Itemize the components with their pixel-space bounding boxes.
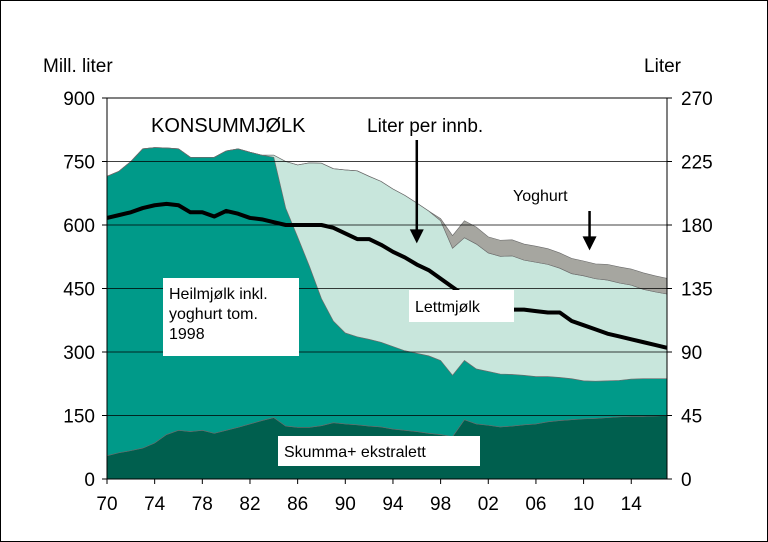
x-tick-label: 06 (525, 494, 546, 515)
x-tick-label: 78 (192, 494, 213, 515)
heilmjolk-label: Heilmjølk inkl. yoghurt tom. 1998 (169, 286, 272, 343)
left-tick-label: 750 (63, 153, 95, 174)
skumma-label: Skumma+ ekstralett (284, 444, 426, 461)
x-axis: 70 74 78 82 86 90 94 98 02 06 10 14 (96, 479, 642, 515)
right-tick-label: 180 (681, 216, 713, 237)
per-capita-label: Liter per innb. (367, 116, 483, 137)
x-tick-label: 94 (382, 494, 404, 515)
chart-title: KONSUMMJØLK (151, 115, 306, 137)
lettmjolk-label-box (409, 290, 514, 322)
x-tick-label: 70 (96, 494, 117, 515)
heilmjolk-label-line-2: yoghurt tom. (169, 306, 258, 323)
per-capita-line-group (106, 201, 668, 350)
lettmjolk-label: Lettmjølk (415, 299, 481, 316)
left-tick-label: 450 (63, 280, 95, 301)
x-tick-label: 14 (621, 494, 643, 515)
right-tick-label: 270 (681, 89, 713, 110)
skumma-label-box (278, 436, 480, 466)
right-tick-label: 225 (681, 153, 713, 174)
right-tick-label: 90 (681, 343, 702, 364)
x-tick-label: 98 (430, 494, 451, 515)
right-tick-label: 45 (681, 407, 702, 428)
per-capita-label-box (361, 109, 523, 139)
left-tick-label: 900 (63, 89, 95, 110)
left-tick-label: 600 (63, 216, 95, 237)
yoghurt-arrowhead (582, 236, 597, 251)
right-tick-label: 0 (681, 470, 692, 491)
left-axis-title: Mill. liter (43, 56, 113, 77)
left-axis: 0 150 300 450 600 750 900 (63, 89, 107, 491)
x-tick-label: 10 (573, 494, 594, 515)
right-tick-label: 135 (681, 280, 713, 301)
per-capita-arrowhead (409, 229, 424, 244)
left-tick-label: 300 (63, 343, 95, 364)
stacked-areas (106, 147, 668, 480)
heilmjolk-label-box (163, 278, 299, 356)
right-axis: 0 45 90 135 180 225 270 (667, 89, 713, 491)
left-tick-label: 150 (63, 407, 95, 428)
heilmjolk-label-line-3: 1998 (169, 326, 205, 343)
yoghurt-label: Yoghurt (513, 188, 568, 205)
x-tick-label: 02 (478, 494, 499, 515)
per-capita-line (106, 201, 668, 350)
heilmjolk-label-line-1: Heilmjølk inkl. (169, 286, 268, 303)
x-tick-label: 82 (239, 494, 260, 515)
x-tick-label: 86 (287, 494, 308, 515)
right-axis-title: Liter (644, 56, 682, 77)
x-tick-label: 74 (144, 494, 166, 515)
left-tick-label: 0 (84, 470, 95, 491)
x-tick-label: 90 (335, 494, 356, 515)
